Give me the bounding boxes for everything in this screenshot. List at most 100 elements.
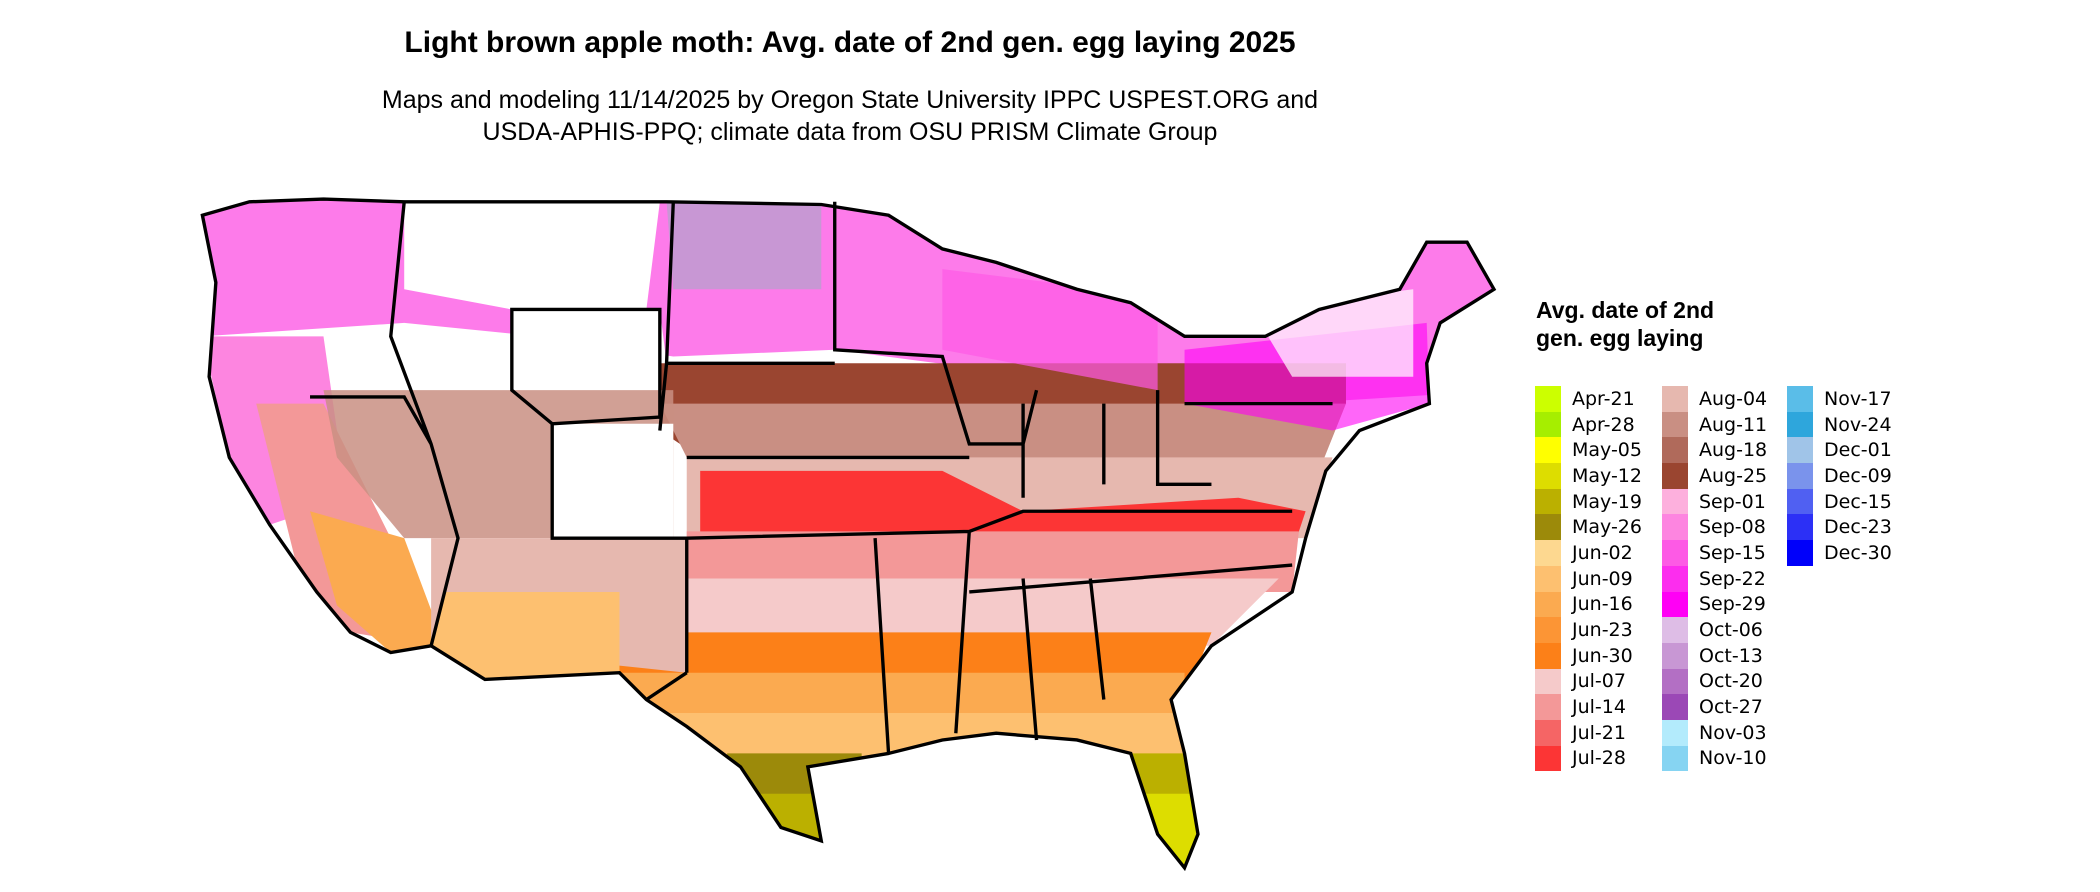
legend-label: Sep-08 [1699,516,1766,539]
legend-swatch [1535,488,1561,515]
legend-label: Aug-04 [1699,387,1768,410]
legend-label: Nov-10 [1699,747,1767,770]
legend-swatch [1787,463,1813,489]
legend-swatch [1662,694,1688,720]
legend-item: May-26 [1535,514,1642,541]
legend-swatch [1787,514,1813,541]
legend-swatch [1787,386,1813,412]
legend-label: Jul-14 [1572,696,1626,719]
legend-label: Aug-11 [1699,413,1768,436]
legend-swatch [1787,437,1813,464]
legend-label: May-19 [1572,490,1642,513]
legend-item: Jul-07 [1535,668,1642,695]
legend-label: May-05 [1572,439,1642,462]
legend-swatch [1662,745,1688,772]
legend-item: Nov-10 [1662,745,1767,772]
legend-swatch [1662,488,1688,515]
legend-title: Avg. date of 2nd gen. egg laying [1536,297,1715,351]
legend-item: Dec-23 [1787,514,1892,541]
legend-label: Sep-01 [1699,490,1766,513]
legend-swatch [1662,719,1688,746]
legend-item: Sep-01 [1662,488,1767,515]
legend-label: Sep-29 [1699,593,1766,616]
legend-swatch [1535,719,1561,746]
legend-label: Oct-06 [1699,619,1763,642]
legend-label: Jun-09 [1572,567,1633,590]
legend-label: Jun-30 [1572,644,1633,667]
legend-item: Sep-08 [1662,514,1767,541]
legend-item: Jun-23 [1535,617,1642,643]
legend-label: Nov-24 [1824,413,1892,436]
legend-swatch [1662,463,1688,489]
legend-label: May-26 [1572,516,1642,539]
legend-label: Dec-15 [1824,490,1892,513]
state-boundaries [200,197,1496,870]
legend-label: Aug-25 [1699,464,1768,487]
legend-item: May-19 [1535,488,1642,515]
legend-swatch [1662,386,1688,412]
legend-swatch [1662,540,1688,566]
legend-item: Dec-01 [1787,437,1892,464]
legend-swatch [1662,642,1688,669]
legend-item: Oct-27 [1662,694,1767,720]
legend-item: Sep-22 [1662,565,1767,592]
legend-label: Sep-22 [1699,567,1766,590]
legend-swatch [1535,642,1561,669]
legend-swatch [1535,565,1561,592]
legend-swatch [1662,617,1688,643]
legend-item: Oct-13 [1662,642,1767,669]
legend-swatch [1662,514,1688,541]
legend-swatch [1535,617,1561,643]
legend-label: Oct-27 [1699,696,1763,719]
legend-label: Jun-02 [1572,541,1633,564]
legend-swatch [1787,411,1813,438]
legend-swatch [1535,694,1561,720]
legend-swatch [1662,591,1688,618]
legend-swatch [1535,411,1561,438]
legend-item: Jul-28 [1535,745,1642,772]
legend-item: Oct-20 [1662,668,1767,695]
legend-label: Oct-13 [1699,644,1763,667]
legend-label: Jul-21 [1572,721,1626,744]
legend-label: Sep-15 [1699,541,1766,564]
legend-label: Nov-17 [1824,387,1892,410]
legend-label: May-12 [1572,464,1642,487]
legend-item: Jun-16 [1535,591,1642,618]
legend-swatch [1787,488,1813,515]
legend-item: Jul-14 [1535,694,1642,720]
legend-label: Jul-07 [1572,670,1626,693]
legend-item: Jun-02 [1535,540,1642,566]
legend-item: Oct-06 [1662,617,1767,643]
map-title: Light brown apple moth: Avg. date of 2nd… [404,26,1296,59]
legend-label: Jun-23 [1572,619,1633,642]
legend-item: Apr-21 [1535,386,1642,412]
map-subtitle-line2: USDA-APHIS-PPQ; climate data from OSU PR… [482,118,1218,146]
legend-label: Dec-23 [1824,516,1892,539]
legend-swatch [1535,540,1561,566]
legend-item: Sep-15 [1662,540,1767,566]
legend-swatch [1535,437,1561,464]
legend-item: May-05 [1535,437,1642,464]
legend-swatch [1662,668,1688,695]
legend-label: Dec-01 [1824,439,1892,462]
legend-swatch [1662,565,1688,592]
legend-item: Aug-25 [1662,463,1767,489]
legend-column: Nov-17 Nov-24 Dec-01 Dec-09 Dec-15 Dec-23 Dec-… [1787,386,1892,566]
legend-column: Apr-21 Apr-28 May-05 May-12 May-19 May-26 Jun-… [1535,386,1642,772]
legend-label: Apr-28 [1572,413,1635,436]
legend-item: Nov-17 [1787,386,1892,412]
legend-label: Jul-28 [1572,747,1626,770]
legend-swatch [1787,540,1813,566]
legend-item: Apr-28 [1535,411,1642,438]
legend-swatch [1535,591,1561,618]
legend-item: Sep-29 [1662,591,1767,618]
legend-label: Dec-30 [1824,541,1892,564]
legend-swatch [1535,386,1561,412]
legend-label: Apr-21 [1572,387,1635,410]
legend-swatch [1535,745,1561,772]
legend-label: Oct-20 [1699,670,1763,693]
legend-item: Nov-03 [1662,719,1767,746]
legend-label: Aug-18 [1699,439,1768,462]
legend-swatch [1662,437,1688,464]
